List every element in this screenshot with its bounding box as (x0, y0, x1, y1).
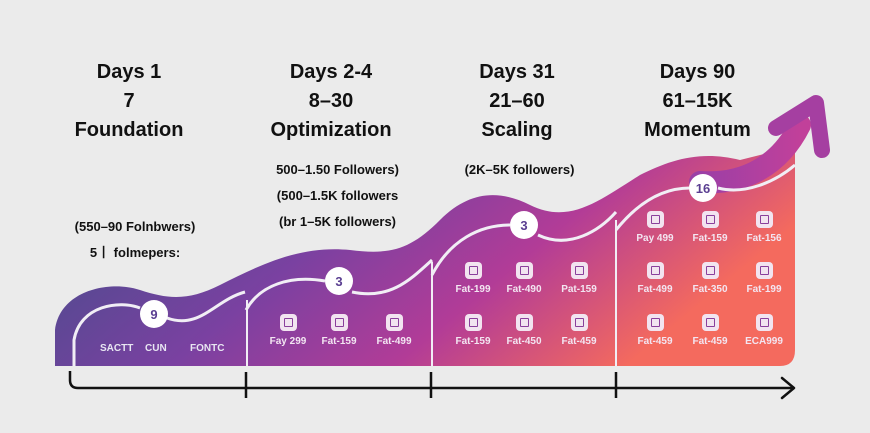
stage-4-item: Fat-156 (736, 211, 792, 244)
stage-2-badge: 3 (325, 267, 353, 295)
stage-1-header: Days 1 7 Foundation (64, 58, 194, 145)
checkbox-square-icon (701, 262, 719, 279)
stage-4-item: Fat-159 (682, 211, 738, 244)
arrow-right-icon (780, 376, 796, 400)
stage-2-title: Optimization (270, 119, 392, 141)
checkbox-square-icon (570, 262, 588, 279)
checkbox-square-icon (646, 211, 664, 228)
checkbox-square-icon (755, 211, 773, 228)
stage-3-badge: 3 (510, 211, 538, 239)
stage-1-days: Days 1 (96, 61, 162, 83)
stage-4-header: Days 90 61–15K Momentum (630, 58, 765, 145)
checkbox-square-icon (515, 262, 533, 279)
stage-1-item: CUN (145, 343, 167, 354)
checkbox-square-icon (755, 262, 773, 279)
checkbox-square-icon (701, 314, 719, 331)
stage-2-item: Fat-499 (366, 314, 422, 347)
stage-3-item: Fat-159 (445, 314, 501, 347)
checkbox-square-icon (385, 314, 403, 331)
stage-2-followers: 500–1.50 Followers) (500–1.5K followers … (250, 157, 425, 235)
checkbox-square-icon (755, 314, 773, 331)
stage-4-badge: 16 (689, 174, 717, 202)
stage-4-range: 61–15K (662, 90, 733, 112)
follower-note: (2K–5K followers) (464, 162, 575, 177)
stage-4-item: Fat-459 (627, 314, 683, 347)
checkbox-square-icon (279, 314, 297, 331)
stage-4-item: Fat-499 (627, 262, 683, 295)
checkbox-square-icon (464, 262, 482, 279)
stage-4-item: ECA999 (736, 314, 792, 347)
stage-3-item: Fat-199 (445, 262, 501, 295)
follower-note: (500–1.5K followers (276, 188, 399, 203)
checkbox-square-icon (570, 314, 588, 331)
stage-2-item: Fat-159 (311, 314, 367, 347)
stage-2-range: 8–30 (308, 90, 354, 112)
stage-2-days: Days 2-4 (289, 61, 373, 83)
stage-4-item: Fat-459 (682, 314, 738, 347)
follower-note: 500–1.50 Followers) (276, 162, 399, 177)
stage-4-item: Fat-350 (682, 262, 738, 295)
follower-note: (550–90 Folnbwers) (74, 219, 196, 234)
checkbox-square-icon (701, 211, 719, 228)
checkbox-square-icon (330, 314, 348, 331)
stage-1-title: Foundation (74, 119, 184, 141)
stage-3-days: Days 31 (479, 61, 555, 83)
stage-1-item: FONTC (190, 343, 225, 354)
stage-1-item: SACTT (100, 343, 134, 354)
stage-4-item: Fat-199 (736, 262, 792, 295)
stage-4-title: Momentum (644, 119, 751, 141)
checkbox-square-icon (464, 314, 482, 331)
stage-3-item: Pat-159 (551, 262, 607, 295)
follower-note: 5⼁ folmepers: (89, 245, 181, 260)
stage-3-item: Fat-490 (496, 262, 552, 295)
stage-1-followers: (550–90 Folnbwers) 5⼁ folmepers: (60, 214, 210, 266)
stage-1-badge: 9 (140, 300, 168, 328)
checkbox-square-icon (646, 314, 664, 331)
stage-3-item: Fat-459 (551, 314, 607, 347)
stage-3-range: 21–60 (489, 90, 545, 112)
growth-wave-area (55, 150, 795, 366)
stage-3-header: Days 31 21–60 Scaling (462, 58, 572, 145)
stage-4-days: Days 90 (659, 61, 736, 83)
stage-1-range: 7 (123, 90, 135, 112)
stage-4-item: Pay 499 (627, 211, 683, 244)
timeline-axis (68, 371, 796, 400)
stage-2-header: Days 2-4 8–30 Optimization (256, 58, 406, 145)
stage-3-title: Scaling (481, 119, 553, 141)
follower-note: (br 1–5K followers) (278, 214, 397, 229)
stage-2-item: Fay 299 (260, 314, 316, 347)
checkbox-square-icon (646, 262, 664, 279)
stage-3-item: Fat-450 (496, 314, 552, 347)
checkbox-square-icon (515, 314, 533, 331)
stage-3-followers: (2K–5K followers) (452, 157, 587, 183)
